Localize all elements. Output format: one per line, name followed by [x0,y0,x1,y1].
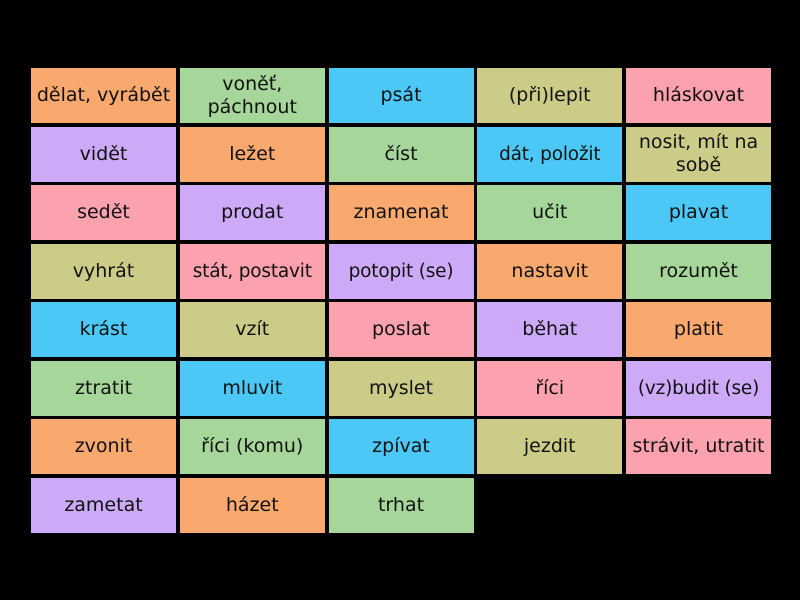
word-tile[interactable]: jezdit [477,419,623,474]
word-tile-label: poslat [372,318,430,340]
word-tile[interactable]: (vz)budit (se) [626,360,771,416]
word-tile-label: jezdit [523,435,576,457]
word-tile[interactable]: myslet [328,360,474,416]
word-tile-label: nastavit [511,259,589,282]
word-tile-label: vzít [235,318,270,340]
word-tile[interactable]: nastavit [477,243,623,299]
word-tile-label: prodat [221,201,284,223]
word-tile[interactable]: potopit (se) [328,243,474,299]
word-tile-label: vidět [79,142,128,165]
word-tile-label: ztratit [74,376,133,399]
word-tile[interactable]: rozumět [626,243,771,299]
word-tile-label: potopit (se) [348,260,454,282]
word-tile[interactable]: házet [179,477,325,533]
word-tile[interactable]: poslat [328,302,474,357]
word-tile-label: učit [532,201,568,223]
word-tile-grid: dělat, vyrábět voněť, páchnout psát (při)le… [31,68,771,533]
word-tile[interactable]: sedět [31,185,176,240]
word-tile-label: krást [79,318,128,340]
word-tile-label: číst [384,142,418,165]
word-tile-label: zametat [64,493,143,516]
word-tile-label: nosit, mít na sobě [638,131,759,176]
word-tile-label: myslet [368,376,434,399]
word-tile[interactable]: krást [31,302,176,357]
word-tile-label: znamenat [353,201,449,223]
word-tile-label: říci [535,376,565,399]
word-tile-label: platit [673,318,724,340]
word-tile[interactable]: znamenat [328,185,474,240]
word-tile[interactable]: učit [477,185,623,240]
word-tile-label: (vz)budit (se) [637,377,760,399]
word-tile-label: běhat [522,318,578,340]
word-tile[interactable]: vyhrát [31,243,176,299]
word-tile-label: říci (komu) [201,435,304,457]
word-tile-label: mluvit [222,376,283,399]
word-tile-label: házet [225,493,279,516]
word-tile[interactable]: trhat [328,477,474,533]
word-tile[interactable]: dělat, vyrábět [31,68,176,123]
word-tile[interactable]: voněť, páchnout [179,68,325,123]
word-tile-label: hláskovat [652,84,745,106]
word-tile-label: sedět [77,201,130,223]
word-tile-label: dát, položit [499,143,601,165]
word-tile-label: trhat [377,493,425,516]
word-tile[interactable]: ležet [179,126,325,182]
word-tile-label: ležet [229,142,276,165]
word-tile-label: vyhrát [72,259,135,282]
word-tile-label: zpívat [372,435,430,457]
word-tile[interactable]: běhat [477,302,623,357]
word-tile[interactable]: dát, položit [477,126,623,182]
word-tile-label: zvonit [74,435,133,457]
word-tile[interactable]: hláskovat [626,68,771,123]
word-tile-label: plavat [668,201,729,223]
word-tile[interactable]: mluvit [179,360,325,416]
word-tile[interactable]: zametat [31,477,176,533]
word-tile[interactable]: zvonit [31,419,176,474]
word-tile[interactable]: strávit, utratit [626,419,771,474]
word-tile[interactable]: stát, postavit [179,243,325,299]
word-tile-label: stát, postavit [192,260,312,282]
word-tile[interactable]: říci [477,360,623,416]
word-tile[interactable]: zpívat [328,419,474,474]
word-tile-label: psát [380,84,422,106]
word-tile[interactable]: říci (komu) [179,419,325,474]
word-tile[interactable]: číst [328,126,474,182]
word-tile-label: dělat, vyrábět [36,84,171,106]
word-tile[interactable]: plavat [626,185,771,240]
word-tile[interactable]: (při)lepit [477,68,623,123]
word-tile[interactable]: nosit, mít na sobě [626,126,771,182]
word-tile-label: (při)lepit [508,84,591,106]
word-tile[interactable]: psát [328,68,474,123]
word-tile[interactable]: vidět [31,126,176,182]
word-tile-label: strávit, utratit [632,435,765,457]
word-tile-label: voněť, páchnout [207,72,297,118]
word-tile-label: rozumět [659,259,738,282]
word-tile[interactable]: platit [626,302,771,357]
word-tile[interactable]: ztratit [31,360,176,416]
word-tile[interactable]: vzít [179,302,325,357]
word-tile[interactable]: prodat [179,185,325,240]
